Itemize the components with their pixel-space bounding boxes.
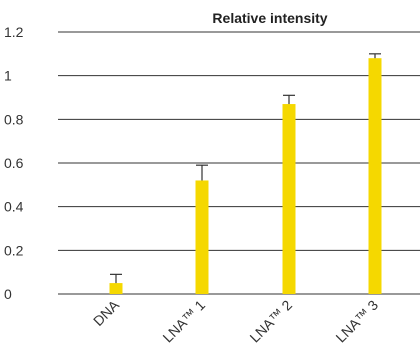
- x-tick-label: DNA: [90, 296, 123, 329]
- bar: [368, 58, 382, 295]
- x-tick-label: LNA™ 2: [246, 297, 295, 346]
- y-tick-label: 0.8: [4, 111, 24, 127]
- x-tick-label: LNA™ 1: [159, 297, 208, 346]
- y-tick-label: 0: [4, 286, 12, 302]
- x-axis-category-labels: DNA LNA™ 1 LNA™ 2 LNA™ 3: [90, 296, 381, 345]
- bar: [195, 180, 209, 294]
- y-axis-tick-labels: 0 0.2 0.4 0.6 0.8 1 1.2: [4, 24, 24, 302]
- bar: [282, 104, 296, 294]
- y-tick-label: 1: [4, 68, 12, 84]
- gridlines: [58, 31, 420, 295]
- y-tick-label: 0.6: [4, 155, 24, 171]
- chart-title: Relative intensity: [212, 10, 327, 26]
- bars: [109, 58, 382, 295]
- y-tick-label: 0.4: [4, 199, 24, 215]
- bar: [109, 283, 123, 294]
- error-bars: [110, 53, 381, 284]
- y-tick-label: 0.2: [4, 242, 24, 258]
- x-tick-label: LNA™ 3: [332, 297, 381, 346]
- y-tick-label: 1.2: [4, 24, 24, 40]
